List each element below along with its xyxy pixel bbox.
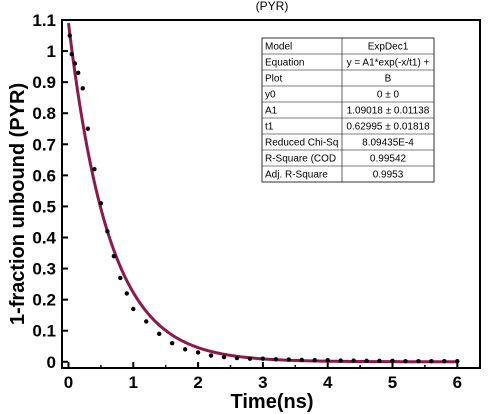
x-tick-label: 4 [323, 373, 333, 392]
y-tick-label: 0.6 [32, 166, 56, 185]
table-row-label: Equation [265, 58, 304, 69]
data-point [273, 357, 279, 362]
table-row-value: 8.09435E-4 [362, 138, 414, 149]
data-point [455, 358, 460, 364]
data-point [169, 340, 175, 346]
table-box [261, 37, 435, 183]
data-point [247, 356, 253, 361]
data-point [182, 347, 188, 352]
data-point [69, 51, 74, 57]
y-tick-label: 1.1 [32, 11, 56, 30]
data-point [105, 229, 110, 234]
data-point [92, 166, 97, 172]
x-tick-label: 5 [388, 373, 397, 392]
data-point [124, 291, 130, 296]
data-point [76, 70, 81, 76]
data-point [364, 358, 369, 364]
data-point [208, 353, 214, 358]
table-row-label: y0 [265, 90, 276, 101]
data-point [299, 357, 304, 363]
x-axis-title: Time(ns) [231, 391, 314, 413]
table-row-value: 0.62995 ± 0.01818 [346, 122, 430, 133]
x-tick-label: 2 [193, 373, 202, 392]
data-point [72, 61, 78, 66]
table-row-value: y = A1*exp(-x/t1) + [347, 58, 430, 69]
data-points-layer [67, 33, 460, 364]
data-point [221, 354, 227, 360]
table-row-value: ExpDec1 [368, 42, 409, 53]
data-point [157, 331, 162, 337]
y-tick-label: 0.8 [32, 104, 56, 123]
data-point [131, 306, 136, 312]
data-point [80, 86, 85, 91]
data-point [351, 358, 356, 363]
table-row-label: Adj. R-Square [265, 170, 328, 181]
data-point [390, 358, 395, 364]
x-tick-label: 0 [64, 373, 73, 392]
table-row-value: B [385, 74, 392, 85]
axes: 0 1 2 3 4 5 6 0 0.1 0.2 0.3 0.4 0.5 0.6 0.7 0.8 0.9 1 1.1 [32, 11, 481, 392]
data-point [403, 358, 408, 364]
data-point [416, 358, 421, 364]
table-row-label: A1 [265, 106, 278, 117]
data-point [260, 356, 266, 361]
data-point [429, 358, 434, 364]
y-axis-title: 1-fraction unbound (PYR) [7, 83, 29, 325]
y-tick-label: 0.4 [32, 229, 56, 248]
table-row-label: Plot [265, 74, 282, 85]
table-row-value: 1.09018 ± 0.01138 [347, 106, 430, 117]
table-row-value: 0 ± 0 [377, 90, 400, 101]
x-tick-label: 3 [258, 373, 267, 392]
data-point [442, 358, 447, 364]
data-point [286, 357, 292, 362]
data-point [111, 253, 117, 259]
data-point [67, 33, 72, 38]
table-row-label: t1 [265, 122, 274, 133]
data-point [195, 350, 201, 355]
x-tick-label: 6 [453, 373, 462, 392]
y-tick-label: 0.3 [32, 260, 56, 279]
data-point [98, 201, 104, 206]
data-point [234, 355, 240, 361]
data-point [312, 358, 317, 363]
y-tick-label: 0.7 [32, 135, 56, 154]
data-point [144, 319, 149, 324]
x-tick-label: 1 [129, 373, 138, 392]
data-point [338, 358, 343, 363]
table-row-label: R-Square (COD [265, 154, 336, 165]
data-point [377, 358, 382, 364]
y-tick-label: 0 [47, 353, 56, 372]
table-row-value: 0.9953 [373, 170, 404, 181]
y-tick-label: 0.5 [32, 197, 56, 216]
table-row-label: Reduced Chi-Sq [265, 138, 338, 149]
table-row-label: Model [265, 42, 292, 53]
table-row-value: 0.99542 [370, 154, 407, 165]
y-tick-label: 0.9 [32, 73, 56, 92]
fit-results-table: Model ExpDec1 Equation y = A1*exp(-x/t1) + P… [261, 37, 435, 183]
y-tick-label: 1 [47, 42, 56, 61]
plot-frame [61, 19, 481, 369]
data-point [118, 275, 123, 281]
y-tick-label: 0.1 [32, 322, 56, 341]
y-tick-label: 0.2 [32, 291, 56, 310]
chart-top-label: (PYR) [256, 0, 289, 13]
data-point [85, 126, 91, 131]
data-point [325, 358, 330, 363]
